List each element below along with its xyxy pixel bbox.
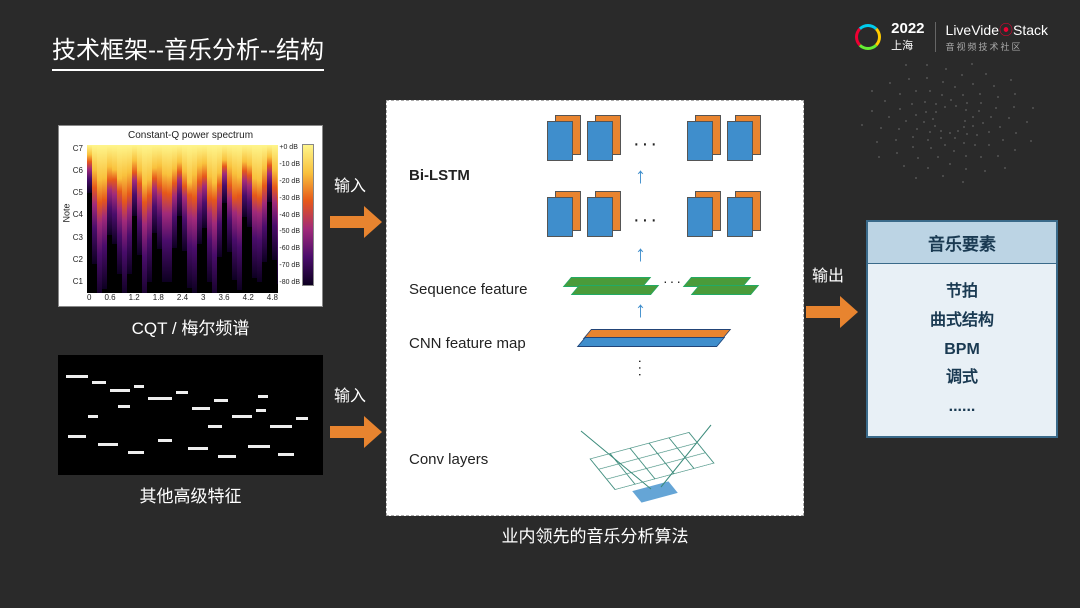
lstm-node (727, 197, 761, 241)
conv-layers-label: Conv layers (409, 451, 488, 468)
output-head: 音乐要素 (868, 222, 1056, 264)
logo-area: 2022 上海 LiveVide⦿Stack 音视频技术社区 (855, 20, 1048, 53)
spectrogram-yaxis: C7C6C5C4C3C2C1 (65, 144, 83, 286)
spectrogram-panel: Constant-Q power spectrum Note C7C6C5C4C… (58, 125, 323, 307)
cnn-map-label: CNN feature map (409, 335, 526, 352)
input-arrow-2-icon (324, 396, 386, 450)
logo-year: 2022 (891, 20, 924, 37)
ellipsis-icon: ··· (663, 273, 683, 289)
logo-divider (935, 22, 936, 52)
logo-brand-sub: 音视频技术社区 (946, 40, 1048, 53)
spectrogram-cbar-ticks: +0 dB-10 dB-20 dB-30 dB-40 dB-50 dB-60 d… (279, 144, 300, 286)
spectrogram-xaxis: 00.61.21.82.433.64.24.8 (87, 293, 278, 302)
lstm-node (687, 197, 721, 241)
spectrogram-title: Constant-Q power spectrum (59, 130, 322, 141)
up-arrow-icon: ↑ (635, 241, 646, 267)
input-arrow-1-icon (324, 186, 386, 240)
ellipsis-icon: ··· (633, 133, 659, 156)
ellipsis-icon: ··· (633, 209, 659, 232)
nn-diagram-caption: 业内领先的音乐分析算法 (386, 522, 804, 547)
output-box: 音乐要素 节拍曲式结构BPM调式...... (866, 220, 1058, 438)
output-body: 节拍曲式结构BPM调式...... (868, 264, 1056, 436)
spectrogram-caption: CQT / 梅尔频谱 (58, 314, 323, 339)
output-arrow-icon (800, 276, 862, 330)
midi-caption: 其他高级特征 (58, 482, 323, 507)
logo-city: 上海 (891, 37, 924, 53)
lstm-node (587, 197, 621, 241)
dot-decoration (830, 60, 1070, 240)
seq-bar (571, 285, 659, 295)
cnn-slab (577, 337, 725, 347)
logo-ring-icon (855, 24, 881, 50)
spectrogram-body (87, 145, 278, 293)
slide-title: 技术框架--音乐分析--结构 (52, 30, 324, 71)
midi-panel (58, 355, 323, 475)
vertical-dots-icon: ··· (633, 359, 649, 379)
nn-diagram-box: Bi-LSTM Sequence feature CNN feature map… (386, 100, 804, 516)
up-arrow-icon: ↑ (635, 163, 646, 189)
logo-brand: LiveVide⦿Stack (946, 20, 1048, 40)
bilstm-label: Bi-LSTM (409, 167, 470, 184)
seq-bar (691, 285, 759, 295)
up-arrow-icon: ↑ (635, 297, 646, 323)
lstm-node (547, 121, 581, 165)
lstm-node (547, 197, 581, 241)
logo-year-block: 2022 上海 (891, 20, 924, 53)
seq-feature-label: Sequence feature (409, 281, 527, 298)
lstm-node (587, 121, 621, 165)
conv-lines-icon (561, 411, 741, 511)
lstm-node (687, 121, 721, 165)
logo-brand-block: LiveVide⦿Stack 音视频技术社区 (946, 20, 1048, 53)
spectrogram-colorbar (302, 144, 314, 286)
lstm-node (727, 121, 761, 165)
